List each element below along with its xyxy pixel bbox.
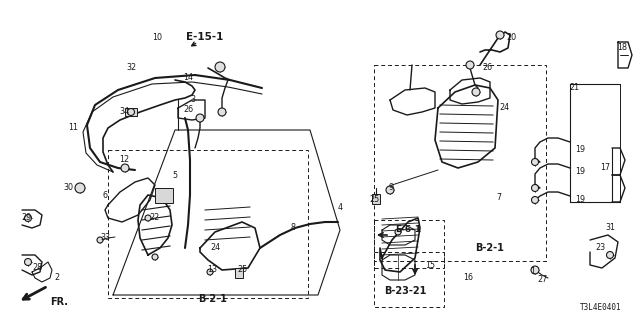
Circle shape (531, 158, 538, 165)
Circle shape (472, 88, 480, 96)
Circle shape (466, 61, 474, 69)
Circle shape (218, 108, 226, 116)
Text: 26: 26 (482, 63, 492, 73)
Text: 6: 6 (102, 190, 108, 199)
Text: B-23-21: B-23-21 (384, 286, 426, 296)
Circle shape (75, 183, 85, 193)
Bar (374, 65, 546, 261)
Text: 1: 1 (531, 268, 536, 276)
Text: 25: 25 (237, 266, 247, 275)
Text: B-2-1: B-2-1 (198, 294, 227, 304)
Text: 2: 2 (54, 274, 60, 283)
Circle shape (127, 108, 134, 116)
Text: 19: 19 (575, 196, 585, 204)
Text: 24: 24 (499, 102, 509, 111)
Text: 25: 25 (370, 196, 380, 204)
Text: 31: 31 (605, 223, 615, 233)
Bar (374, 252, 444, 307)
Circle shape (531, 196, 538, 204)
Circle shape (607, 252, 614, 259)
Text: T3L4E0401: T3L4E0401 (580, 303, 622, 312)
Text: 26: 26 (183, 106, 193, 115)
Text: 15: 15 (425, 261, 435, 270)
Text: 24: 24 (210, 244, 220, 252)
Text: 32: 32 (126, 63, 136, 73)
Circle shape (207, 269, 213, 275)
Text: 29: 29 (22, 213, 32, 222)
Bar (155, 188, 173, 203)
Text: 16: 16 (463, 274, 473, 283)
Text: 22: 22 (149, 213, 159, 222)
Text: 18: 18 (617, 43, 627, 52)
Circle shape (145, 215, 151, 221)
Circle shape (121, 164, 129, 172)
Text: E-15-1: E-15-1 (186, 32, 224, 42)
Circle shape (531, 266, 539, 274)
Text: 19: 19 (575, 167, 585, 177)
Text: 17: 17 (600, 164, 610, 172)
Text: FR.: FR. (50, 297, 68, 307)
Text: 13: 13 (207, 266, 217, 275)
Circle shape (395, 229, 401, 235)
Text: B-2-1: B-2-1 (476, 243, 504, 253)
Text: 23: 23 (595, 244, 605, 252)
Bar (125, 108, 137, 116)
Text: 3: 3 (191, 95, 195, 105)
Text: 9: 9 (388, 183, 394, 193)
Circle shape (152, 254, 158, 260)
Text: 30: 30 (63, 183, 73, 193)
Text: 10: 10 (152, 33, 162, 42)
Circle shape (24, 259, 31, 266)
Bar (570, 84, 620, 202)
Text: 28: 28 (32, 262, 42, 271)
Text: 19: 19 (575, 145, 585, 154)
Circle shape (496, 31, 504, 39)
Circle shape (531, 185, 538, 191)
Circle shape (24, 214, 31, 221)
Text: 21: 21 (569, 84, 579, 92)
Text: E-6-1: E-6-1 (395, 225, 421, 234)
Text: 7: 7 (497, 193, 502, 202)
Text: 5: 5 (172, 171, 177, 180)
Bar (372, 194, 380, 204)
Text: 33: 33 (100, 233, 110, 242)
Text: 27: 27 (537, 275, 547, 284)
Circle shape (196, 114, 204, 122)
Text: 4: 4 (337, 203, 342, 212)
Text: 8: 8 (291, 222, 296, 231)
Text: 11: 11 (68, 124, 78, 132)
Circle shape (386, 186, 394, 194)
Circle shape (97, 237, 103, 243)
Bar (235, 268, 243, 278)
Circle shape (215, 62, 225, 72)
Text: 12: 12 (119, 156, 129, 164)
Text: 20: 20 (506, 33, 516, 42)
Bar (374, 220, 444, 268)
Text: 14: 14 (183, 73, 193, 82)
Bar (108, 150, 308, 298)
Text: 34: 34 (119, 108, 129, 116)
